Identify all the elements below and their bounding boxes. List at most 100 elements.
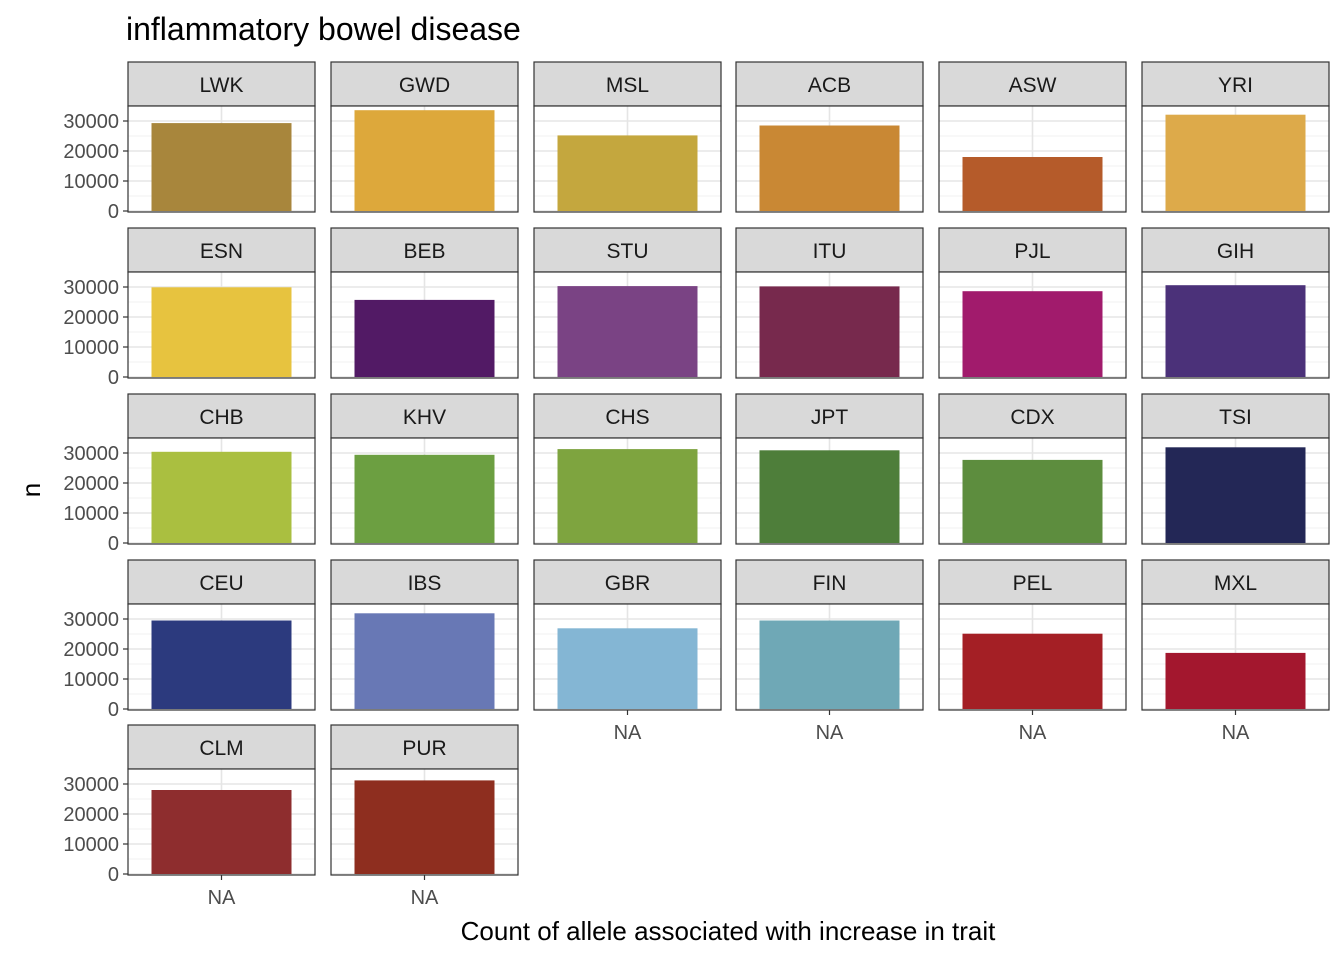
panel-border xyxy=(330,603,519,711)
strip-background xyxy=(127,61,316,107)
bar-itu xyxy=(759,286,900,377)
y-tick-label: 0 xyxy=(108,533,119,555)
strip-label: LWK xyxy=(200,74,244,97)
facet-panel-chs: CHS xyxy=(533,393,722,545)
facet-panel-ibs: IBS xyxy=(330,559,519,711)
x-tick-label: NA xyxy=(208,887,236,909)
strip-label: ASW xyxy=(1009,74,1057,97)
bar-chb xyxy=(151,451,292,543)
y-tick-label: 30000 xyxy=(63,774,119,796)
strip-label: BEB xyxy=(403,240,445,263)
y-tick-label: 10000 xyxy=(63,503,119,525)
bar-pjl xyxy=(962,291,1103,377)
strip-label: MXL xyxy=(1214,572,1257,595)
panel-border xyxy=(533,271,722,379)
bar-ibs xyxy=(354,613,495,709)
strip-label: PJL xyxy=(1014,240,1050,263)
strip-label: CHS xyxy=(605,406,649,429)
bar-yri xyxy=(1165,114,1306,211)
facet-panel-stu: STU xyxy=(533,227,722,379)
facet-panel-pel: PEL NA xyxy=(938,559,1127,744)
y-tick-label: 20000 xyxy=(63,473,119,495)
panel-border xyxy=(1141,271,1330,379)
facet-panel-itu: ITU xyxy=(735,227,924,379)
bar-beb xyxy=(354,299,495,377)
panel-border xyxy=(127,603,316,711)
facet-panel-chb: CHB 0 10000 20000 30000 xyxy=(63,393,316,555)
facet-panel-acb: ACB xyxy=(735,61,924,213)
strip-background xyxy=(735,61,924,107)
facet-panel-mxl: MXL NA xyxy=(1141,559,1330,744)
strip-label: FIN xyxy=(813,572,847,595)
facet-panel-clm: CLM 0 10000 20000 30000 NA xyxy=(63,724,316,909)
panel-border xyxy=(330,271,519,379)
facet-panel-msl: MSL xyxy=(533,61,722,213)
strip-background xyxy=(127,724,316,770)
strip-label: KHV xyxy=(403,406,446,429)
bar-tsi xyxy=(1165,447,1306,543)
strip-background xyxy=(127,393,316,439)
panel-border xyxy=(1141,437,1330,545)
strip-background xyxy=(735,227,924,273)
x-tick-label: NA xyxy=(1019,722,1047,744)
chart-title: inflammatory bowel disease xyxy=(126,11,521,47)
panel-border xyxy=(938,437,1127,545)
bar-pel xyxy=(962,633,1103,709)
panel-border xyxy=(938,105,1127,213)
strip-background xyxy=(938,393,1127,439)
strip-background xyxy=(533,61,722,107)
y-tick-label: 10000 xyxy=(63,171,119,193)
strip-label: STU xyxy=(607,240,649,263)
bar-gwd xyxy=(354,110,495,211)
strip-label: PEL xyxy=(1013,572,1053,595)
x-tick-label: NA xyxy=(614,722,642,744)
bar-gih xyxy=(1165,285,1306,377)
facet-panel-beb: BEB xyxy=(330,227,519,379)
facet-panel-gih: GIH xyxy=(1141,227,1330,379)
y-tick-label: 10000 xyxy=(63,834,119,856)
facet-panel-pur: PUR NA xyxy=(330,724,519,909)
strip-background xyxy=(1141,559,1330,605)
bar-msl xyxy=(557,135,698,211)
facet-panel-pjl: PJL xyxy=(938,227,1127,379)
bar-clm xyxy=(151,790,292,874)
strip-label: JPT xyxy=(811,406,849,429)
panel-border xyxy=(330,437,519,545)
bar-stu xyxy=(557,286,698,377)
strip-background xyxy=(938,61,1127,107)
bar-gbr xyxy=(557,628,698,709)
y-tick-label: 30000 xyxy=(63,111,119,133)
y-tick-label: 10000 xyxy=(63,337,119,359)
panel-border xyxy=(938,271,1127,379)
y-tick-label: 30000 xyxy=(63,277,119,299)
bar-acb xyxy=(759,125,900,211)
y-tick-label: 0 xyxy=(108,699,119,721)
strip-label: GWD xyxy=(399,74,450,97)
panel-border xyxy=(127,271,316,379)
strip-label: ITU xyxy=(813,240,847,263)
strip-label: CEU xyxy=(199,572,243,595)
strip-label: CHB xyxy=(199,406,243,429)
facet-panel-esn: ESN 0 10000 20000 30000 xyxy=(63,227,316,389)
panel-border xyxy=(127,105,316,213)
facet-panel-fin: FIN NA xyxy=(735,559,924,744)
strip-background xyxy=(330,227,519,273)
strip-background xyxy=(735,393,924,439)
strip-label: ACB xyxy=(808,74,851,97)
y-tick-label: 20000 xyxy=(63,804,119,826)
y-tick-label: 20000 xyxy=(63,307,119,329)
facet-panel-gbr: GBR NA xyxy=(533,559,722,744)
bar-chs xyxy=(557,449,698,543)
facet-panel-ceu: CEU 0 10000 20000 30000 xyxy=(63,559,316,721)
strip-background xyxy=(330,61,519,107)
strip-background xyxy=(330,724,519,770)
y-tick-label: 20000 xyxy=(63,639,119,661)
strip-background xyxy=(1141,61,1330,107)
panel-border xyxy=(735,105,924,213)
strip-label: TSI xyxy=(1219,406,1252,429)
facet-panel-gwd: GWD xyxy=(330,61,519,213)
panel-border xyxy=(127,437,316,545)
strip-background xyxy=(735,559,924,605)
strip-background xyxy=(938,559,1127,605)
